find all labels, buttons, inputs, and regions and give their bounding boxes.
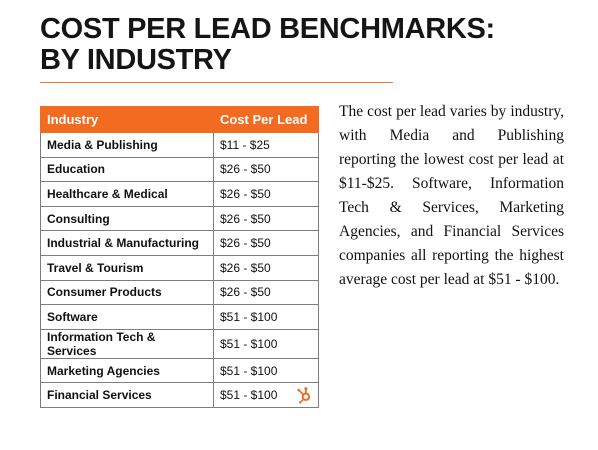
cost-cell: $51 - $100 — [213, 304, 319, 330]
table-row: Healthcare & Medical $26 - $50 — [40, 181, 319, 207]
title-line-1: COST PER LEAD BENCHMARKS: — [40, 13, 495, 45]
title-divider — [40, 82, 393, 83]
table-row: Information Tech & Services $51 - $100 — [40, 328, 319, 359]
industry-cell: Software — [40, 304, 214, 330]
cost-cell: $26 - $50 — [213, 230, 319, 256]
industry-cell: Media & Publishing — [40, 132, 214, 158]
industry-cell: Consumer Products — [40, 279, 214, 306]
table-row: Education $26 - $50 — [40, 156, 319, 183]
cost-cell: $26 - $50 — [213, 279, 319, 306]
cost-cell: $51 - $100 — [213, 382, 319, 408]
table-row: Consulting $26 - $50 — [40, 205, 319, 232]
table-row: Industrial & Manufacturing $26 - $50 — [40, 230, 319, 256]
cost-cell: $26 - $50 — [213, 254, 319, 281]
table-row: Travel & Tourism $26 - $50 — [40, 254, 319, 281]
industry-cell: Education — [40, 156, 214, 183]
cost-value: $51 - $100 — [220, 388, 278, 403]
industry-cell: Healthcare & Medical — [40, 181, 214, 207]
column-header-cost: Cost Per Lead — [213, 106, 319, 133]
page-title: COST PER LEAD BENCHMARKS: BY INDUSTRY — [40, 14, 495, 76]
industry-cell: Consulting — [40, 205, 214, 232]
cost-cell: $26 - $50 — [213, 181, 319, 207]
industry-cell: Financial Services — [40, 382, 214, 408]
description-paragraph: The cost per lead varies by industry, wi… — [339, 103, 564, 288]
industry-cell: Industrial & Manufacturing — [40, 230, 214, 256]
table-row: Software $51 - $100 — [40, 304, 319, 330]
table-row: Marketing Agencies $51 - $100 — [40, 357, 319, 384]
cost-cell: $26 - $50 — [213, 156, 319, 183]
table-row: Financial Services $51 - $100 — [40, 382, 319, 408]
cost-cell: $51 - $100 — [213, 357, 319, 384]
table-header-row: Industry Cost Per Lead — [40, 106, 319, 133]
title-line-2: BY INDUSTRY — [40, 44, 232, 76]
table-row: Consumer Products $26 - $50 — [40, 279, 319, 306]
industry-cell: Marketing Agencies — [40, 357, 214, 384]
industry-cell: Travel & Tourism — [40, 254, 214, 281]
benchmark-table: Industry Cost Per Lead Media & Publishin… — [40, 106, 319, 408]
hubspot-sprocket-icon — [297, 387, 311, 404]
cost-cell: $51 - $100 — [213, 328, 319, 359]
column-header-industry: Industry — [40, 106, 214, 133]
cost-cell: $26 - $50 — [213, 205, 319, 232]
industry-cell: Information Tech & Services — [40, 328, 214, 359]
cost-cell: $11 - $25 — [213, 132, 319, 158]
table-row: Media & Publishing $11 - $25 — [40, 132, 319, 158]
